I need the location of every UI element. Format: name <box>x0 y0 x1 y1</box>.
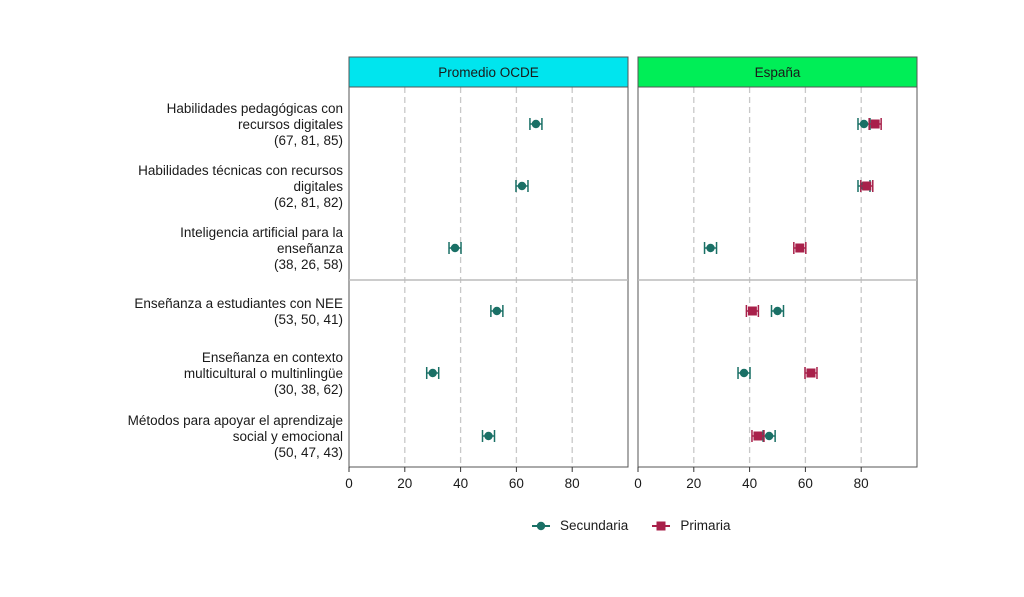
point-primaria <box>870 119 880 129</box>
category-label-line: Enseñanza en contexto <box>201 350 343 365</box>
category-label-line: Inteligencia artificial para la <box>180 225 343 240</box>
category-label: Habilidades pedagógicas con recursos digi… <box>13 101 343 149</box>
x-tick-label: 60 <box>509 476 524 491</box>
point-primaria <box>862 181 872 191</box>
category-label-line: enseñanza <box>276 241 343 256</box>
category-label-line: (38, 26, 58) <box>273 257 343 272</box>
point-secundaria <box>492 306 502 316</box>
legend-item: Primaria <box>650 518 731 533</box>
x-tick-label: 40 <box>453 476 468 491</box>
point-primaria <box>747 306 757 316</box>
point-secundaria <box>531 119 541 129</box>
point-secundaria <box>450 243 460 253</box>
x-tick-label: 80 <box>854 476 869 491</box>
category-label: Métodos para apoyar el aprendizaje social… <box>13 413 343 461</box>
point-secundaria <box>859 119 869 129</box>
category-label-line: (67, 81, 85) <box>273 133 343 148</box>
point-primaria <box>806 368 816 378</box>
legend: Secundaria Primaria <box>530 518 753 533</box>
x-tick-label: 60 <box>798 476 813 491</box>
x-tick-label: 20 <box>686 476 701 491</box>
point-primaria <box>753 431 763 441</box>
legend-label: Secundaria <box>560 518 629 533</box>
x-tick-label: 20 <box>397 476 412 491</box>
category-label: Habilidades técnicas con recursos digital… <box>13 163 343 211</box>
category-label-line: (53, 50, 41) <box>273 312 343 327</box>
x-tick-label: 80 <box>565 476 580 491</box>
panel-border <box>637 86 918 468</box>
point-secundaria <box>428 368 437 378</box>
panel-strip <box>637 56 918 88</box>
category-label: Inteligencia artificial para la enseñanza… <box>13 225 343 273</box>
category-label-line: recursos digitales <box>237 117 343 132</box>
legend-square-icon <box>652 521 671 530</box>
point-secundaria <box>773 306 782 316</box>
panel-title: España <box>755 65 801 80</box>
category-label-line: Habilidades pedagógicas con <box>166 101 343 116</box>
category-label-line: (50, 47, 43) <box>273 445 343 460</box>
category-label-line: (62, 81, 82) <box>273 195 343 210</box>
panel-border <box>348 86 629 468</box>
category-label: Enseñanza en contexto multicultural o mul… <box>13 350 343 398</box>
x-tick-label: 40 <box>742 476 757 491</box>
x-tick-label: 0 <box>345 476 353 491</box>
point-primaria <box>795 243 805 253</box>
panel-strip <box>348 56 629 88</box>
point-secundaria <box>739 368 749 378</box>
legend-circle-icon <box>532 521 550 530</box>
point-secundaria <box>764 431 774 441</box>
category-label-line: multicultural o multinlingüe <box>183 366 343 381</box>
point-secundaria <box>706 243 715 253</box>
x-tick-label: 0 <box>634 476 642 491</box>
category-label-line: Habilidades técnicas con recursos <box>138 163 343 178</box>
category-label-line: (30, 38, 62) <box>273 382 343 397</box>
category-label-line: digitales <box>293 179 343 194</box>
panel-title: Promedio OCDE <box>438 65 539 80</box>
point-secundaria <box>517 181 527 191</box>
point-secundaria <box>484 431 493 441</box>
category-label-line: Enseñanza a estudiantes con NEE <box>134 296 343 311</box>
category-label-line: Métodos para apoyar el aprendizaje <box>127 413 343 428</box>
category-label-line: social y emocional <box>232 429 343 444</box>
legend-item: Secundaria <box>530 518 628 533</box>
legend-label: Primaria <box>680 518 731 533</box>
category-label: Enseñanza a estudiantes con NEE (53, 50, … <box>13 296 343 328</box>
